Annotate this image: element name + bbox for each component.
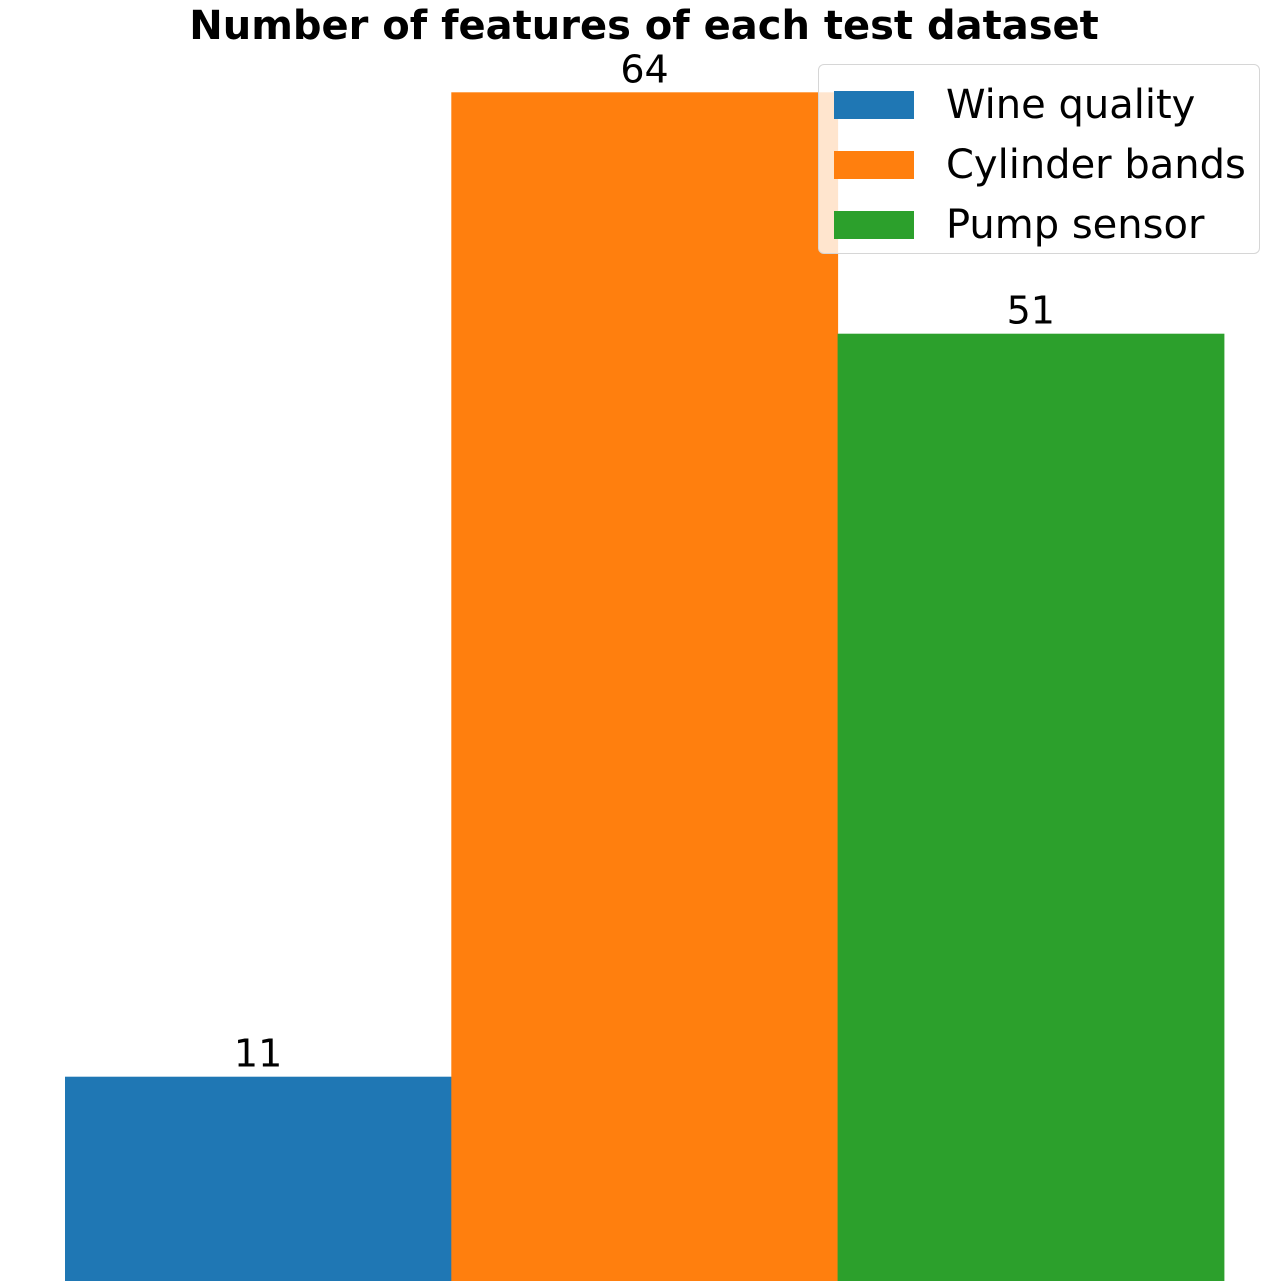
legend-swatch-pump-sensor bbox=[834, 211, 914, 239]
legend-item-cylinder-bands: Cylinder bands bbox=[819, 137, 1259, 193]
legend-item-wine-quality: Wine quality bbox=[819, 77, 1259, 133]
chart-title: Number of features of each test dataset bbox=[189, 3, 1099, 49]
data-label-wine-quality: 11 bbox=[234, 1032, 282, 1076]
bar-wine-quality bbox=[65, 1076, 452, 1281]
data-label-cylinder-bands: 64 bbox=[620, 47, 668, 91]
data-label-pump-sensor: 51 bbox=[1007, 289, 1055, 333]
legend-swatch-cylinder-bands bbox=[834, 151, 914, 179]
data-labels-group: 11 64 51 bbox=[234, 47, 1055, 1075]
bar-pump-sensor bbox=[837, 333, 1225, 1281]
bars-group bbox=[65, 92, 1225, 1281]
legend-item-pump-sensor: Pump sensor bbox=[819, 197, 1259, 253]
legend-label-pump-sensor: Pump sensor bbox=[946, 202, 1205, 248]
legend: Wine quality Cylinder bands Pump sensor bbox=[818, 64, 1260, 254]
bar-cylinder-bands bbox=[451, 92, 839, 1281]
legend-label-cylinder-bands: Cylinder bands bbox=[946, 142, 1246, 188]
legend-label-wine-quality: Wine quality bbox=[946, 82, 1196, 128]
legend-swatch-wine-quality bbox=[834, 91, 914, 119]
